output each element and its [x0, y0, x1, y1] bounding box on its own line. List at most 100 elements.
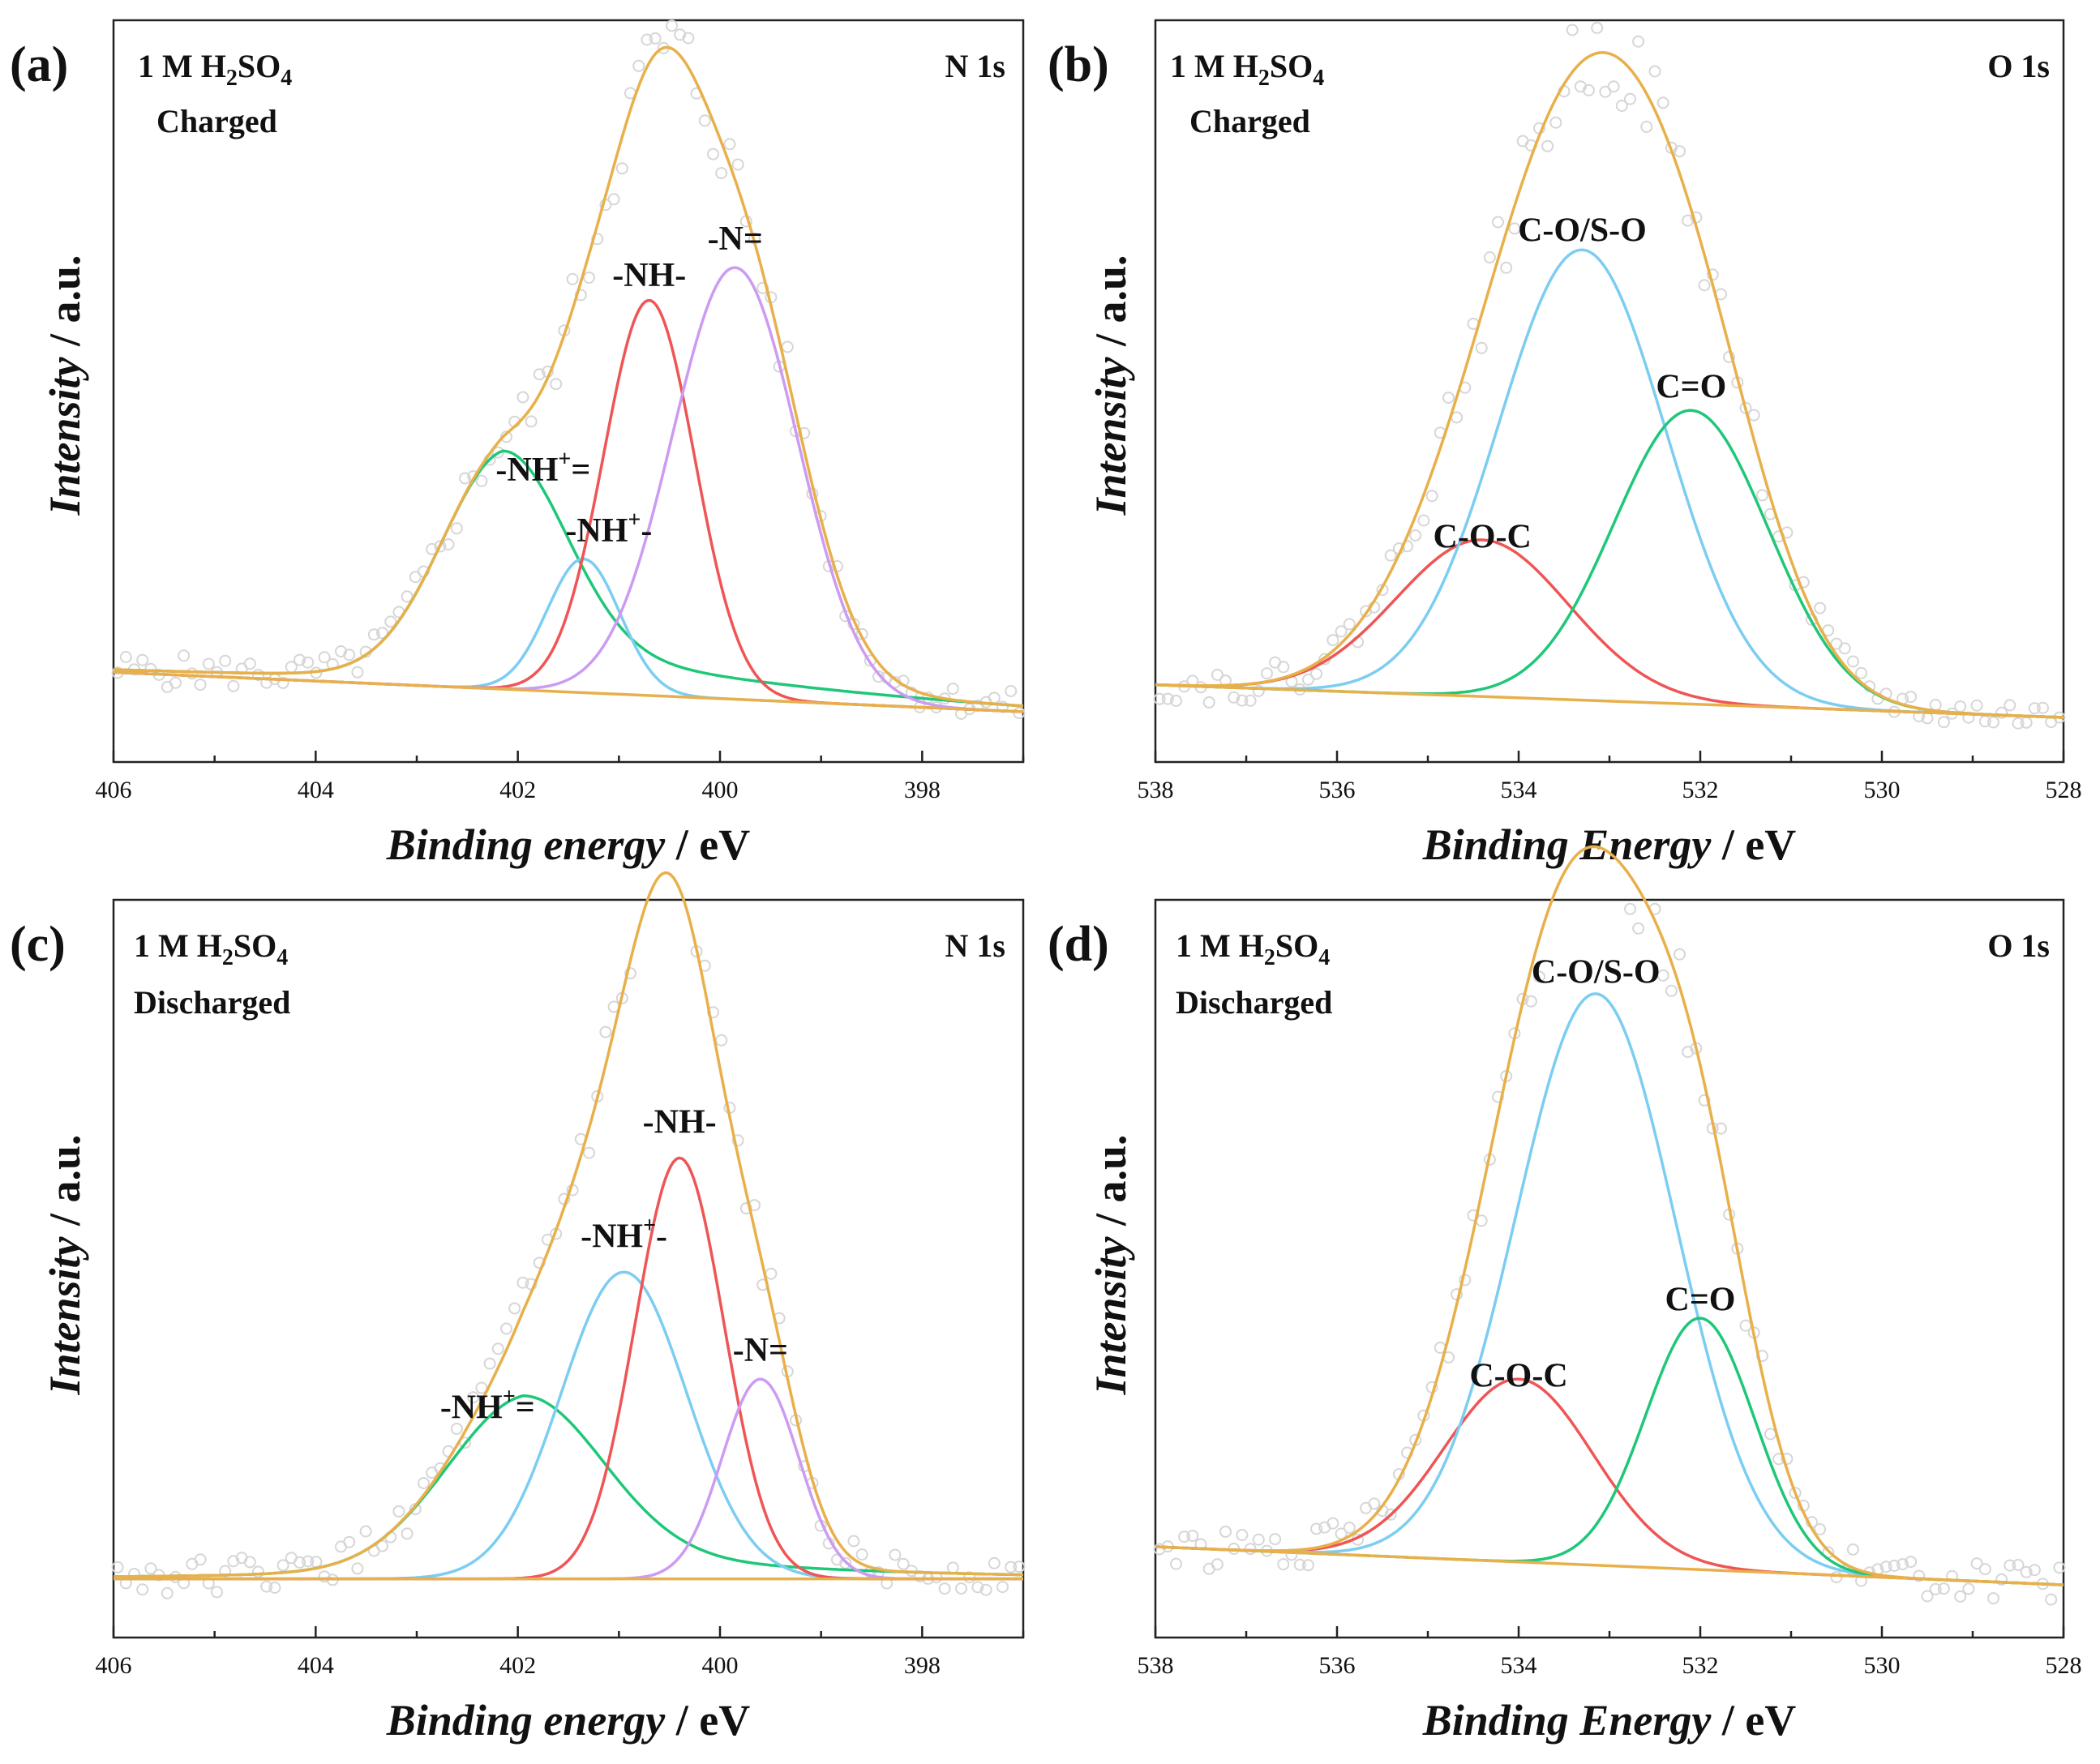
raw-data-point	[1665, 984, 1678, 997]
raw-data-points	[111, 945, 1026, 1599]
raw-data-point	[434, 540, 447, 553]
raw-data-point	[1236, 1529, 1249, 1541]
peak-label: C=O	[1665, 1282, 1736, 1319]
raw-data-point	[1202, 696, 1215, 709]
envelope-curve	[114, 871, 1024, 1578]
raw-data-point	[1978, 1563, 1991, 1576]
peak-label: C-O/S-O	[1518, 212, 1647, 249]
raw-data-point	[781, 340, 794, 353]
state-label: Charged	[1189, 103, 1310, 139]
raw-data-point	[1607, 80, 1620, 93]
raw-data-point	[855, 1548, 868, 1561]
raw-data-point	[384, 615, 397, 628]
y-axis-label: Intensity / a.u.	[41, 1134, 89, 1395]
peak-label: -NH+=	[440, 1385, 535, 1427]
raw-data-point	[1467, 1209, 1480, 1222]
raw-data-point	[1186, 1530, 1199, 1543]
raw-data-point	[1929, 1582, 1942, 1595]
raw-data-point	[1425, 490, 1438, 503]
raw-data-point	[276, 676, 289, 689]
raw-data-point	[1656, 969, 1669, 982]
raw-data-point	[1277, 1558, 1290, 1571]
raw-data-point	[302, 656, 315, 669]
raw-data-point	[2012, 1559, 2025, 1571]
raw-data-point	[1343, 618, 1356, 631]
raw-data-point	[1970, 1557, 1983, 1570]
raw-data-point	[2004, 1559, 2016, 1572]
raw-data-point	[731, 158, 744, 171]
peak-label: -NH+-	[581, 1213, 667, 1255]
peak-label: -NH+=	[495, 447, 590, 489]
x-tick-label: 406	[96, 777, 132, 803]
raw-data-point	[359, 1525, 372, 1538]
x-tick-label: 530	[1864, 777, 1901, 803]
raw-data-point	[401, 590, 414, 603]
raw-data-point	[1170, 1557, 1182, 1570]
plot-frame	[112, 898, 1025, 1639]
raw-data-point	[1747, 409, 1760, 422]
raw-data-point	[450, 1423, 463, 1435]
raw-data-point	[1632, 922, 1645, 935]
x-tick-label: 536	[1319, 1652, 1356, 1679]
raw-data-point	[1921, 1590, 1934, 1603]
raw-data-point	[227, 679, 240, 692]
x-axis-label: Binding Energy / eV	[1422, 820, 1797, 869]
raw-data-point	[1211, 1558, 1224, 1571]
y-axis-label: Intensity / a.u.	[1086, 1134, 1135, 1395]
raw-data-point	[516, 1276, 529, 1289]
raw-data-point	[343, 649, 356, 662]
raw-data-point	[450, 522, 463, 535]
raw-data-point	[392, 1505, 405, 1518]
background-line	[113, 670, 1024, 713]
electrolyte-label: 1 M H2SO4	[1170, 48, 1324, 91]
peak-curve-green	[113, 449, 1024, 708]
raw-data-point	[294, 1556, 306, 1569]
raw-data-point	[1987, 1592, 1999, 1605]
raw-data-point	[1648, 65, 1661, 78]
raw-data-point	[442, 538, 455, 550]
x-tick-label: 404	[298, 777, 334, 803]
peak-label: C-O-C	[1434, 519, 1532, 556]
raw-data-point	[1937, 716, 1950, 729]
raw-data-point	[847, 1535, 860, 1548]
raw-data-point	[624, 967, 636, 980]
state-label: Charged	[156, 103, 277, 139]
panel-c: (c) Intensity / a.u. 1 M H2SO4 Discharge…	[10, 871, 1026, 1745]
peak-curve-green	[1155, 409, 2064, 719]
raw-data-point	[739, 1202, 752, 1215]
raw-data-point	[508, 1302, 521, 1315]
raw-data-point	[2004, 699, 2016, 712]
peak-curve-blue	[1155, 992, 2064, 1586]
raw-data-point	[1674, 145, 1686, 158]
raw-data-point	[194, 1553, 207, 1566]
raw-data-point	[1846, 1543, 1859, 1556]
y-axis-label: Intensity / a.u.	[41, 255, 89, 516]
raw-data-point	[632, 59, 645, 72]
x-tick-label: 536	[1319, 777, 1356, 803]
raw-data-point	[1310, 1522, 1322, 1535]
peak-label: -N=	[733, 1332, 788, 1369]
x-tick-label: 402	[499, 777, 536, 803]
raw-data-point	[550, 378, 563, 391]
raw-data-point	[211, 1586, 223, 1599]
raw-data-point	[186, 667, 199, 680]
raw-data-point	[1888, 1560, 1901, 1572]
raw-data-point	[1698, 279, 1711, 292]
raw-data-point	[1615, 100, 1628, 112]
raw-data-point	[666, 19, 678, 32]
raw-data-point	[1417, 514, 1430, 527]
raw-data-point	[178, 649, 191, 662]
raw-data-point	[1153, 1543, 1166, 1556]
raw-data-point	[1674, 948, 1686, 961]
raw-data-point	[111, 1561, 124, 1573]
x-tick-label: 534	[1501, 777, 1537, 803]
raw-data-point	[889, 1548, 902, 1561]
raw-data-point	[1500, 261, 1513, 274]
envelope-curve	[113, 45, 1024, 708]
raw-data-point	[566, 272, 579, 285]
raw-data-point	[897, 1557, 910, 1570]
raw-data-point	[731, 1134, 744, 1147]
raw-data-point	[516, 391, 529, 404]
raw-data-point	[136, 653, 149, 666]
raw-data-point	[1879, 1561, 1892, 1573]
